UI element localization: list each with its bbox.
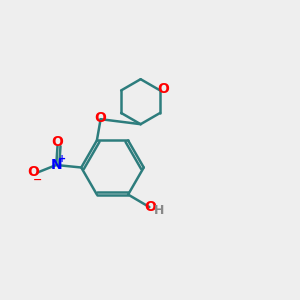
Text: H: H	[154, 204, 164, 217]
Text: O: O	[27, 166, 39, 179]
Text: −: −	[33, 175, 42, 184]
Text: O: O	[145, 200, 157, 214]
Text: O: O	[52, 135, 63, 149]
Text: O: O	[95, 111, 106, 125]
Text: +: +	[58, 154, 66, 164]
Text: O: O	[157, 82, 169, 96]
Text: N: N	[50, 158, 62, 172]
